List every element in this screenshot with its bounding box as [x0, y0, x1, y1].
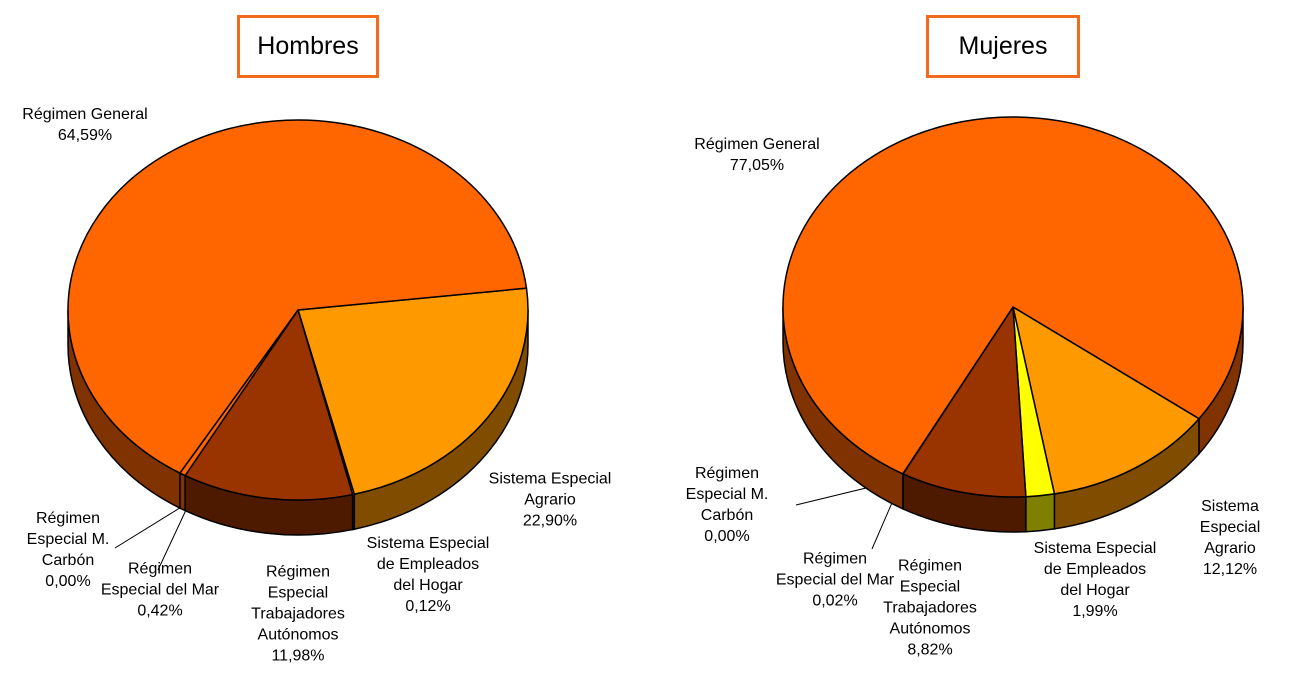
- slice-label: Sistema Especial Agrario 22,90%: [489, 469, 612, 532]
- pie-slice: [901, 304, 1027, 498]
- leader-line: [157, 509, 187, 571]
- pie-slice: [67, 119, 528, 474]
- value-label: 64,59%: [57, 127, 113, 144]
- slice-label: Sistema Especial de Empleados del Hogar 0…: [367, 533, 490, 617]
- category: Régimen Especial Trabajadores Autónomos: [883, 557, 977, 638]
- value-label: 0,02%: [812, 592, 858, 610]
- category: Sistema Especial Agrario: [1199, 498, 1261, 557]
- leader-line: [114, 505, 184, 549]
- value-label: 0,42%: [137, 602, 183, 620]
- value-label: 0,00%: [704, 528, 750, 545]
- chart-title: Mujeres: [926, 15, 1080, 78]
- slice-label: Régimen Especial del Mar 0,42%: [101, 559, 219, 622]
- chart-title: Hombres: [237, 15, 379, 78]
- category: Sistema Especial Agrario: [488, 470, 612, 509]
- pie-slice: [184, 308, 354, 501]
- category: Régimen Especial del Mar: [100, 560, 220, 599]
- slice-label: Régimen Especial M. Carbón 0,00%: [686, 463, 769, 547]
- value-label: 0,00%: [45, 573, 91, 590]
- category: Régimen Especial M. Carbón: [685, 465, 769, 524]
- category: Régimen General: [694, 136, 820, 153]
- slice-label: Régimen Especial Trabajadores Autónomos 1…: [251, 562, 345, 667]
- value-label: 0,12%: [405, 598, 451, 615]
- slice-label: Régimen General 77,05%: [694, 134, 819, 176]
- value-label: 1,99%: [1072, 603, 1118, 620]
- pie-slice: [782, 116, 1244, 475]
- pie-side: [179, 471, 186, 512]
- pie-tops: [67, 119, 529, 501]
- category: Sistema Especial de Empleados del Hogar: [1033, 540, 1157, 599]
- slice-label: Sistema Especial Agrario 12,12%: [1200, 496, 1260, 580]
- category: Régimen Especial Trabajadores Autónomos: [251, 563, 345, 644]
- category: Sistema Especial de Empleados del Hogar: [366, 535, 490, 594]
- value-label: 12,12%: [1202, 561, 1258, 578]
- category: Régimen Especial del Mar: [775, 550, 895, 589]
- value-label: 22,90%: [522, 512, 578, 530]
- slice-label: Régimen General 64,59%: [22, 104, 147, 146]
- category: Régimen General: [22, 106, 148, 123]
- slice-label: Régimen Especial del Mar 0,02%: [776, 549, 894, 612]
- value-label: 77,05%: [729, 157, 785, 174]
- slice-label: Régimen Especial Trabajadores Autónomos 8…: [883, 556, 977, 661]
- pie-side: [1025, 493, 1056, 533]
- category: Régimen Especial M. Carbón: [26, 510, 110, 569]
- slice-label: Régimen Especial M. Carbón 0,00%: [27, 508, 110, 592]
- pie-slice: [1011, 305, 1201, 495]
- slice-label: Sistema Especial de Empleados del Hogar 1…: [1034, 538, 1157, 622]
- pie-tops: [782, 116, 1244, 498]
- value-label: 8,82%: [907, 641, 953, 659]
- pie-slice: [297, 287, 529, 496]
- pies: [67, 116, 1244, 536]
- value-label: 11,98%: [271, 647, 325, 665]
